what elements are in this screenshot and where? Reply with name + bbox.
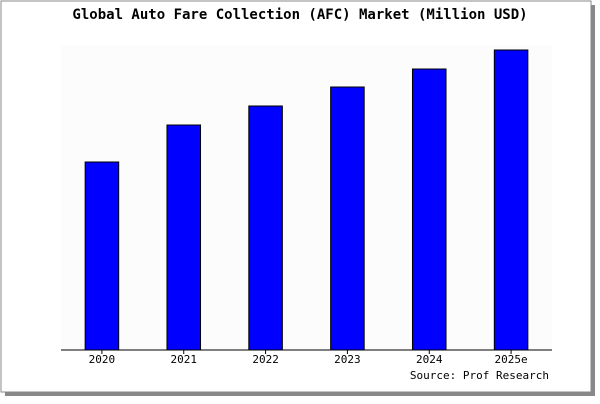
source-note: Source: Prof Research (410, 369, 549, 382)
bar (493, 49, 529, 351)
x-tick-label: 2020 (89, 353, 116, 366)
plot-area (61, 45, 552, 350)
bar (84, 161, 120, 351)
x-tick-label: 2024 (416, 353, 443, 366)
x-tick-label: 2022 (252, 353, 279, 366)
chart-title: Global Auto Fare Collection (AFC) Market… (72, 7, 527, 23)
bar (330, 86, 365, 351)
x-tick-label: 2021 (171, 353, 198, 366)
x-tick-label: 2025e (495, 353, 528, 366)
bar (411, 68, 447, 351)
bar (166, 124, 202, 351)
x-tick-label: 2023 (334, 353, 361, 366)
bar (248, 105, 283, 351)
